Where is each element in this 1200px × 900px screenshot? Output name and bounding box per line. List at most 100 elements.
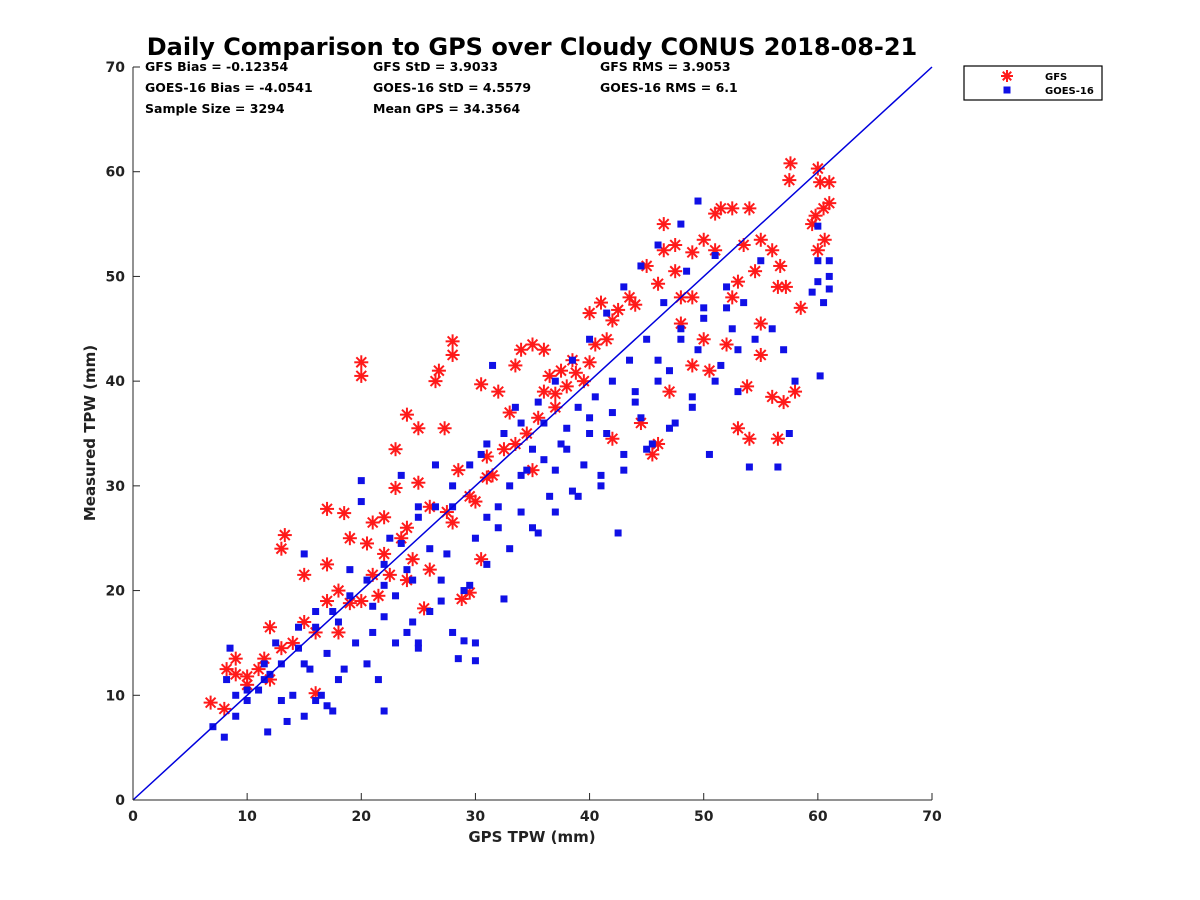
goes16-point	[300, 660, 308, 668]
goes16-point	[466, 581, 474, 589]
goes16-point	[723, 304, 731, 312]
goes16-point	[791, 377, 799, 385]
goes16-point	[506, 482, 514, 490]
goes16-point	[363, 576, 371, 584]
gfs-point	[431, 363, 446, 378]
goes16-point	[694, 346, 702, 354]
goes16-point	[774, 463, 782, 471]
goes16-point	[323, 649, 331, 657]
y-tick-label: 30	[106, 479, 126, 495]
gfs-point	[773, 258, 788, 273]
gfs-point	[491, 384, 506, 399]
gfs-point	[320, 501, 335, 516]
goes16-point	[471, 657, 479, 665]
gfs-point	[725, 201, 740, 216]
chart-title: Daily Comparison to GPS over Cloudy CONU…	[147, 33, 918, 61]
gfs-point	[742, 431, 757, 446]
y-ticks: 0 10 20 30 40 50 60 70	[106, 60, 140, 809]
goes16-point	[403, 566, 411, 574]
legend-box	[963, 65, 1103, 101]
goes16-point	[466, 461, 474, 469]
gfs-point	[611, 302, 626, 317]
gfs-point	[399, 407, 414, 422]
gfs-point	[730, 274, 745, 289]
gfs-point	[428, 374, 443, 389]
goes16-point	[300, 550, 308, 558]
goes16-point	[660, 299, 668, 307]
gfs-point	[742, 201, 757, 216]
goes16-point	[688, 393, 696, 401]
goes16-point	[255, 686, 263, 694]
goes16-point	[631, 388, 639, 396]
gfs-point	[445, 334, 460, 349]
gfs-point	[685, 358, 700, 373]
stat-text: GOES-16 Bias = -4.0541	[145, 80, 313, 95]
goes16-point	[500, 595, 508, 603]
gfs-point	[765, 243, 780, 258]
goes16-point	[220, 733, 228, 741]
gfs-point	[354, 368, 369, 383]
gfs-point	[662, 384, 677, 399]
goes16-point	[683, 267, 691, 275]
goes16-point	[232, 712, 240, 720]
gfs-point	[599, 332, 614, 347]
goes16-point	[431, 503, 439, 511]
gfs-point	[810, 243, 825, 258]
goes16-point	[426, 545, 434, 553]
goes16-point	[223, 676, 231, 684]
gfs-point	[496, 442, 511, 457]
goes16-point	[677, 335, 685, 343]
gfs-point	[337, 506, 352, 521]
goes16-point	[603, 430, 611, 437]
goes16-point	[437, 576, 445, 584]
goes16-point	[283, 717, 291, 725]
gfs-point	[783, 156, 798, 171]
goes16-point	[671, 419, 679, 427]
gfs-point	[411, 421, 426, 436]
goes16-point	[517, 471, 525, 479]
stat-text: GFS StD = 3.9033	[373, 59, 498, 74]
x-tick-label: 10	[237, 809, 257, 825]
gfs-point	[451, 463, 466, 478]
goes16-point	[620, 466, 628, 474]
legend-gfs-marker	[1001, 70, 1013, 82]
goes16-point	[665, 367, 673, 375]
statistics-block: GFS Bias = -0.12354 GFS StD = 3.9033 GFS R…	[145, 59, 738, 116]
goes16-point	[511, 403, 519, 411]
goes16-point	[808, 288, 816, 296]
x-tick-label: 60	[808, 809, 828, 825]
goes16-point	[626, 356, 634, 364]
goes16-point	[414, 644, 422, 652]
goes16-point	[517, 419, 525, 427]
goes16-point	[608, 377, 616, 385]
goes16-point	[563, 445, 571, 453]
goes16-point	[694, 197, 702, 205]
gfs-point	[297, 567, 312, 582]
gfs-point	[320, 557, 335, 572]
goes16-point	[574, 492, 582, 500]
y-tick-label: 10	[106, 688, 126, 704]
goes16-point	[357, 498, 365, 506]
goes16-point	[757, 257, 765, 265]
gfs-point	[593, 295, 608, 310]
x-tick-label: 40	[580, 809, 600, 825]
goes16-point	[814, 257, 822, 265]
gfs-point	[696, 332, 711, 347]
goes16-point	[643, 335, 651, 343]
gfs-point	[822, 196, 837, 211]
goes16-point	[346, 592, 354, 600]
gfs-point	[725, 290, 740, 305]
goes16-point	[323, 702, 331, 710]
gfs-point	[656, 217, 671, 232]
gfs-point	[354, 594, 369, 609]
goes16-point	[272, 639, 280, 647]
goes16-point	[386, 534, 394, 542]
goes16-point	[369, 602, 377, 610]
gfs-point	[770, 431, 785, 446]
goes16-point	[631, 398, 639, 406]
goes16-point	[477, 450, 485, 458]
goes16-point	[397, 539, 405, 547]
legend-goes16-marker	[1003, 86, 1011, 94]
y-tick-label: 20	[106, 584, 126, 600]
gfs-point	[668, 264, 683, 279]
